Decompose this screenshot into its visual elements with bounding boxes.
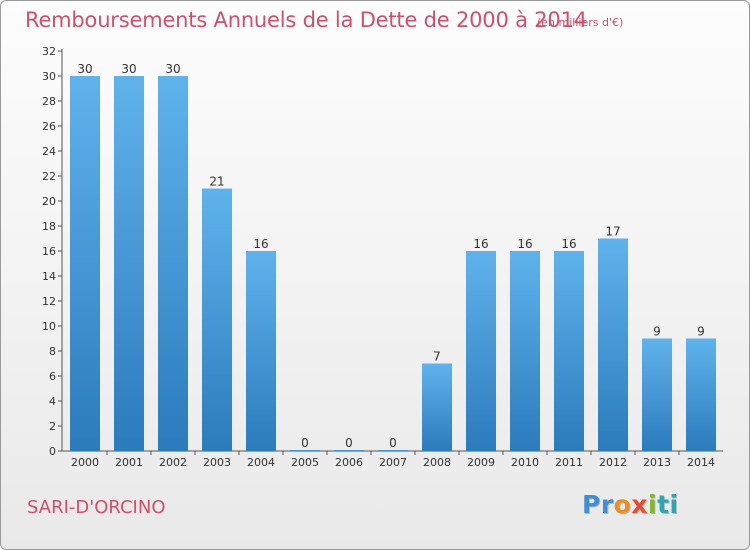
bar bbox=[378, 450, 408, 451]
y-tick-label: 30 bbox=[42, 70, 56, 83]
commune-name: SARI-D'ORCINO bbox=[27, 497, 166, 518]
bar bbox=[290, 450, 320, 451]
bar bbox=[686, 338, 716, 451]
y-tick-label: 16 bbox=[42, 245, 56, 258]
data-label: 0 bbox=[345, 436, 353, 450]
y-tick-label: 8 bbox=[49, 345, 56, 358]
x-tick-label: 2013 bbox=[643, 456, 671, 469]
logo-part: ti bbox=[657, 490, 679, 519]
bar bbox=[642, 338, 672, 451]
y-tick-label: 4 bbox=[49, 395, 56, 408]
x-tick-label: 2001 bbox=[115, 456, 143, 469]
bar bbox=[598, 238, 628, 451]
data-label: 17 bbox=[605, 225, 620, 239]
data-label: 30 bbox=[165, 62, 180, 76]
data-label: 21 bbox=[209, 175, 224, 189]
y-tick-label: 26 bbox=[42, 120, 56, 133]
x-tick-label: 2005 bbox=[291, 456, 319, 469]
data-label: 16 bbox=[473, 237, 488, 251]
logo-part: x bbox=[631, 490, 648, 519]
data-label: 16 bbox=[561, 237, 576, 251]
y-tick-label: 18 bbox=[42, 220, 56, 233]
y-tick-label: 20 bbox=[42, 195, 56, 208]
x-tick-label: 2002 bbox=[159, 456, 187, 469]
bar bbox=[466, 251, 496, 451]
data-label: 9 bbox=[653, 325, 661, 339]
bar bbox=[554, 251, 584, 451]
y-tick-label: 6 bbox=[49, 370, 56, 383]
x-tick-label: 2011 bbox=[555, 456, 583, 469]
bar bbox=[246, 251, 276, 451]
y-tick-label: 14 bbox=[42, 270, 56, 283]
y-tick-label: 22 bbox=[42, 170, 56, 183]
x-tick-label: 2006 bbox=[335, 456, 363, 469]
data-label: 30 bbox=[121, 62, 136, 76]
logo-part: o bbox=[613, 490, 632, 519]
x-tick-label: 2000 bbox=[71, 456, 99, 469]
bar bbox=[158, 76, 188, 451]
x-tick-label: 2004 bbox=[247, 456, 275, 469]
x-tick-label: 2009 bbox=[467, 456, 495, 469]
y-tick-label: 28 bbox=[42, 95, 56, 108]
y-tick-label: 24 bbox=[42, 145, 56, 158]
y-tick-label: 12 bbox=[42, 295, 56, 308]
y-tick-label: 32 bbox=[42, 45, 56, 58]
data-label: 30 bbox=[77, 62, 92, 76]
data-label: 0 bbox=[301, 436, 309, 450]
y-tick-label: 10 bbox=[42, 320, 56, 333]
data-label: 9 bbox=[697, 325, 705, 339]
bar bbox=[202, 188, 232, 451]
x-tick-label: 2010 bbox=[511, 456, 539, 469]
y-tick-label: 0 bbox=[49, 445, 56, 458]
y-tick-label: 2 bbox=[49, 420, 56, 433]
data-label: 16 bbox=[253, 237, 268, 251]
chart-title: Remboursements Annuels de la Dette de 20… bbox=[25, 8, 587, 32]
bar bbox=[422, 363, 452, 451]
x-tick-label: 2014 bbox=[687, 456, 715, 469]
bar bbox=[334, 450, 364, 451]
logo-part: Pr bbox=[582, 490, 614, 519]
data-label: 7 bbox=[433, 350, 441, 364]
x-tick-label: 2007 bbox=[379, 456, 407, 469]
chart-unit: (en milliers d'€) bbox=[537, 16, 624, 29]
x-tick-label: 2008 bbox=[423, 456, 451, 469]
bar bbox=[114, 76, 144, 451]
data-label: 16 bbox=[517, 237, 532, 251]
x-tick-label: 2012 bbox=[599, 456, 627, 469]
data-label: 0 bbox=[389, 436, 397, 450]
bar bbox=[510, 251, 540, 451]
logo-part: i bbox=[647, 490, 658, 519]
x-tick-label: 2003 bbox=[203, 456, 231, 469]
bar bbox=[70, 76, 100, 451]
proxiti-logo: Proxiti bbox=[582, 490, 679, 519]
